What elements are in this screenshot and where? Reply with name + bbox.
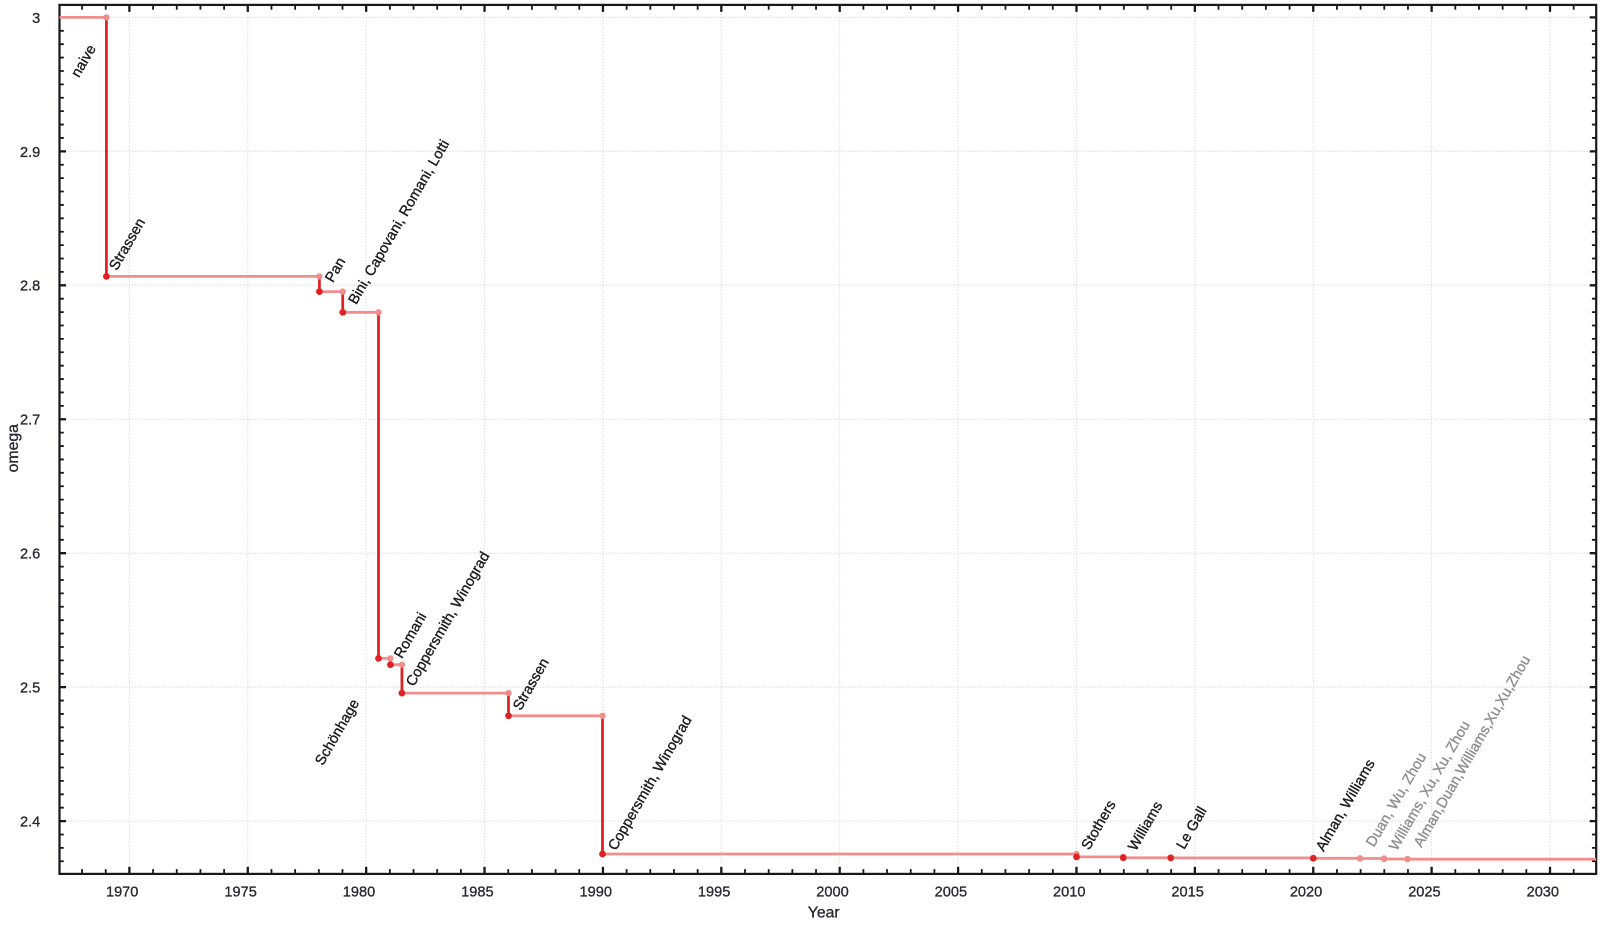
svg-text:1990: 1990 bbox=[580, 884, 612, 900]
svg-text:1985: 1985 bbox=[461, 884, 493, 900]
svg-text:3: 3 bbox=[32, 11, 40, 27]
svg-text:omega: omega bbox=[5, 424, 22, 473]
svg-text:1980: 1980 bbox=[343, 884, 375, 900]
svg-text:1970: 1970 bbox=[106, 884, 138, 900]
svg-text:1995: 1995 bbox=[698, 884, 730, 900]
svg-text:2.8: 2.8 bbox=[20, 279, 40, 295]
svg-text:2025: 2025 bbox=[1408, 884, 1440, 900]
svg-text:2.5: 2.5 bbox=[20, 681, 40, 697]
svg-text:2.6: 2.6 bbox=[20, 547, 40, 563]
svg-text:2005: 2005 bbox=[935, 884, 967, 900]
svg-text:2.9: 2.9 bbox=[20, 145, 40, 161]
svg-text:2015: 2015 bbox=[1171, 884, 1203, 900]
svg-text:2.7: 2.7 bbox=[20, 413, 40, 429]
svg-text:2020: 2020 bbox=[1290, 884, 1322, 900]
svg-text:2000: 2000 bbox=[816, 884, 848, 900]
svg-text:2.4: 2.4 bbox=[20, 815, 40, 831]
svg-text:2030: 2030 bbox=[1527, 884, 1559, 900]
svg-text:2010: 2010 bbox=[1053, 884, 1085, 900]
svg-text:1975: 1975 bbox=[224, 884, 256, 900]
svg-text:Year: Year bbox=[808, 905, 840, 920]
